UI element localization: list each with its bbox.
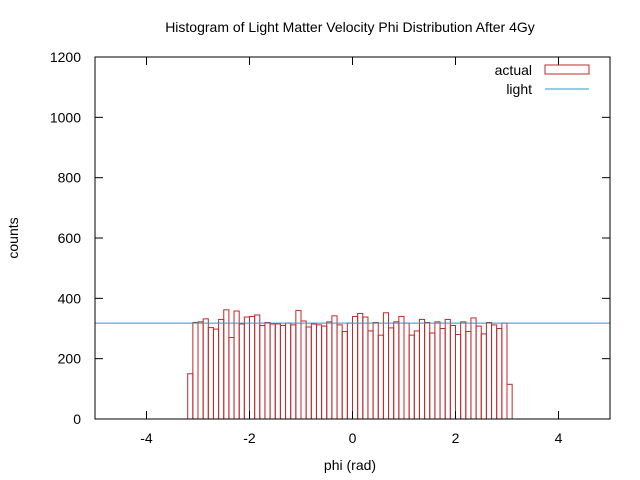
y-axis-label: counts — [5, 217, 21, 258]
histogram-bar — [408, 334, 415, 420]
histogram-bar — [300, 320, 307, 420]
histogram-bar — [367, 330, 374, 420]
histogram-bar — [259, 324, 266, 420]
histogram-bar — [285, 322, 292, 420]
histogram-bar — [372, 321, 379, 420]
histogram-bar — [279, 324, 287, 420]
histogram-bar — [326, 321, 333, 420]
histogram-bar — [202, 318, 209, 420]
histogram-bar — [403, 322, 410, 420]
y-tick-label: 200 — [58, 351, 82, 367]
y-tick-label: 800 — [58, 170, 82, 186]
histogram-bar — [346, 322, 354, 420]
histogram-bar — [460, 321, 467, 420]
plot-area — [95, 309, 610, 420]
x-tick-label: -4 — [140, 430, 153, 446]
y-tick-label: 1200 — [50, 49, 81, 65]
histogram-bar — [496, 328, 503, 420]
histogram-bar — [418, 318, 426, 420]
histogram-bar — [197, 321, 204, 420]
histogram-bar — [444, 318, 451, 420]
histogram-bar — [341, 331, 348, 420]
histogram-bar — [357, 312, 364, 420]
histogram-bar — [238, 323, 245, 420]
axes: -4 -2 0 2 4 0 200 400 600 800 1000 1200 — [50, 49, 611, 446]
histogram-bar — [465, 331, 472, 420]
histogram-bar — [377, 334, 384, 420]
histogram-bar — [295, 309, 302, 420]
histogram-bar — [315, 324, 323, 420]
histogram-bar — [501, 322, 508, 420]
histogram-bar — [212, 328, 220, 420]
histogram-bar — [424, 321, 431, 420]
legend-label-actual: actual — [495, 62, 532, 78]
histogram-bar — [413, 330, 420, 420]
histogram-bar — [243, 316, 251, 420]
histogram-bar — [470, 317, 477, 420]
histogram-bar — [331, 315, 338, 420]
histogram-bar — [249, 315, 256, 420]
histogram-bar — [290, 324, 297, 420]
y-tick-label: 0 — [73, 411, 81, 427]
legend-swatch-actual — [544, 64, 590, 75]
x-axis-label: phi (rad) — [324, 457, 376, 473]
chart-title: Histogram of Light Matter Velocity Phi D… — [165, 19, 535, 35]
histogram-bar — [491, 324, 498, 420]
histogram-bar — [264, 321, 271, 420]
histogram-bar — [336, 324, 343, 420]
histogram-bar — [485, 321, 493, 420]
histogram-bar — [207, 327, 214, 420]
legend-label-light: light — [506, 81, 532, 97]
histogram-bar — [434, 321, 441, 420]
y-tick-label: 400 — [58, 290, 82, 306]
histogram-bar — [455, 334, 462, 420]
histogram-bar — [223, 309, 230, 420]
x-tick-label: 0 — [349, 430, 357, 446]
legend: actual light — [495, 62, 590, 97]
y-tick-label: 1000 — [50, 109, 81, 125]
histogram-bar — [388, 327, 395, 420]
histogram-bar — [269, 323, 276, 420]
histogram-bar — [382, 312, 390, 420]
histogram-bar — [187, 373, 194, 420]
histogram-bar — [228, 337, 235, 420]
histogram-bar — [475, 325, 482, 420]
histogram-bar — [439, 328, 446, 420]
histogram-bar — [310, 323, 317, 420]
histogram-bar — [429, 332, 436, 420]
x-tick-label: 2 — [452, 430, 460, 446]
histogram-bar — [352, 315, 359, 420]
histogram-bar — [305, 326, 312, 420]
histogram-bar — [362, 316, 369, 420]
histogram-bar — [233, 310, 240, 420]
histogram-bar — [192, 321, 199, 420]
histogram-bar — [506, 383, 513, 420]
y-tick-label: 600 — [58, 230, 82, 246]
histogram-bar — [480, 333, 487, 420]
histogram-bar — [218, 318, 225, 420]
x-tick-label: -2 — [243, 430, 256, 446]
histogram-bar — [393, 321, 400, 420]
histogram-bar — [254, 314, 261, 420]
histogram-bar — [398, 315, 405, 420]
x-tick-label: 4 — [555, 430, 563, 446]
histogram-bar — [449, 324, 457, 420]
histogram-bar — [321, 325, 328, 420]
histogram-bar — [274, 323, 281, 420]
